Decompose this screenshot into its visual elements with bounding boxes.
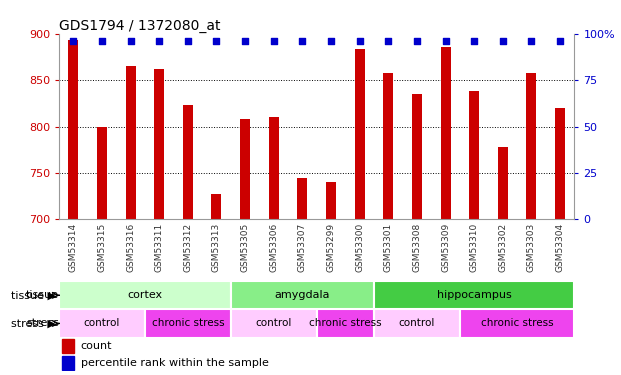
Bar — [240, 119, 250, 219]
Text: GSM53315: GSM53315 — [97, 222, 106, 272]
Bar — [145, 309, 231, 338]
Text: stress: stress — [26, 318, 59, 328]
Text: control: control — [256, 318, 292, 328]
Text: GSM53309: GSM53309 — [441, 222, 450, 272]
Text: GSM53300: GSM53300 — [355, 222, 364, 272]
Text: GSM53304: GSM53304 — [556, 222, 564, 272]
Text: GSM53312: GSM53312 — [183, 222, 193, 272]
Bar — [555, 108, 565, 219]
Point — [469, 38, 479, 44]
Point — [154, 38, 164, 44]
Point — [326, 38, 336, 44]
Point — [383, 38, 393, 44]
Text: stress ▶: stress ▶ — [11, 318, 56, 328]
Bar — [326, 182, 336, 219]
Point — [125, 38, 135, 44]
Text: chronic stress: chronic stress — [481, 318, 553, 328]
Text: GSM53316: GSM53316 — [126, 222, 135, 272]
Text: cortex: cortex — [127, 290, 163, 300]
Bar — [154, 69, 164, 219]
Bar — [460, 309, 574, 338]
Bar — [527, 73, 537, 219]
Point — [297, 38, 307, 44]
Point — [240, 38, 250, 44]
Bar — [412, 94, 422, 219]
Text: GSM53305: GSM53305 — [240, 222, 250, 272]
Point — [555, 38, 565, 44]
Bar — [231, 281, 374, 309]
Point — [97, 38, 107, 44]
Text: hippocampus: hippocampus — [437, 290, 512, 300]
Text: GSM53299: GSM53299 — [327, 222, 335, 272]
Bar — [355, 49, 365, 219]
Text: amygdala: amygdala — [274, 290, 330, 300]
Bar — [440, 47, 451, 219]
Bar — [498, 147, 508, 219]
Text: tissue ▶: tissue ▶ — [11, 290, 56, 300]
Bar — [125, 66, 135, 219]
Text: control: control — [399, 318, 435, 328]
Text: GSM53308: GSM53308 — [412, 222, 422, 272]
Point — [183, 38, 193, 44]
Text: GSM53314: GSM53314 — [69, 222, 78, 272]
Text: percentile rank within the sample: percentile rank within the sample — [81, 358, 268, 368]
Bar — [61, 339, 75, 352]
Bar — [68, 40, 78, 219]
Point — [498, 38, 508, 44]
Bar — [374, 281, 574, 309]
Bar — [297, 178, 307, 219]
Bar — [231, 309, 317, 338]
Bar — [59, 309, 145, 338]
Bar — [97, 127, 107, 219]
Text: GDS1794 / 1372080_at: GDS1794 / 1372080_at — [59, 19, 220, 33]
Bar — [59, 281, 231, 309]
Bar — [61, 356, 75, 370]
Text: count: count — [81, 341, 112, 351]
Bar — [317, 309, 374, 338]
Text: GSM53313: GSM53313 — [212, 222, 221, 272]
Point — [269, 38, 279, 44]
Text: GSM53307: GSM53307 — [298, 222, 307, 272]
Bar — [383, 73, 393, 219]
Bar — [374, 309, 460, 338]
Point — [527, 38, 537, 44]
Text: GSM53311: GSM53311 — [155, 222, 164, 272]
Bar — [183, 105, 193, 219]
Text: chronic stress: chronic stress — [309, 318, 382, 328]
Text: control: control — [84, 318, 120, 328]
Point — [441, 38, 451, 44]
Text: GSM53310: GSM53310 — [469, 222, 479, 272]
Bar — [269, 117, 279, 219]
Bar — [212, 194, 222, 219]
Text: GSM53303: GSM53303 — [527, 222, 536, 272]
Point — [355, 38, 365, 44]
Text: GSM53306: GSM53306 — [270, 222, 278, 272]
Point — [412, 38, 422, 44]
Text: chronic stress: chronic stress — [152, 318, 224, 328]
Bar — [469, 91, 479, 219]
Text: GSM53301: GSM53301 — [384, 222, 393, 272]
Text: GSM53302: GSM53302 — [498, 222, 507, 272]
Point — [212, 38, 222, 44]
Text: tissue: tissue — [26, 290, 59, 300]
Point — [68, 38, 78, 44]
